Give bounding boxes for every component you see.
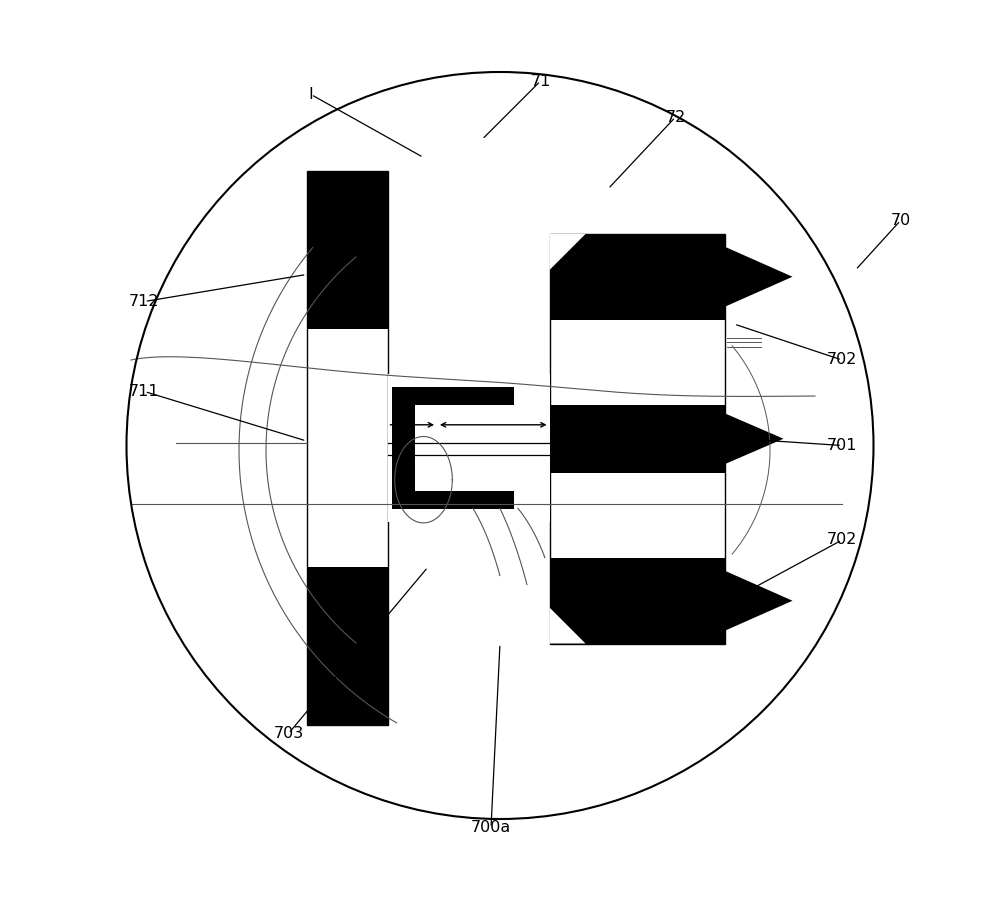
Bar <box>306 567 388 724</box>
Bar <box>275 207 815 702</box>
Bar <box>392 387 415 508</box>
Text: 711: 711 <box>129 384 160 399</box>
Polygon shape <box>550 608 586 643</box>
Polygon shape <box>725 247 792 307</box>
Polygon shape <box>127 72 874 819</box>
Polygon shape <box>550 234 586 270</box>
Bar <box>550 234 725 320</box>
Text: I: I <box>309 87 313 102</box>
Bar <box>306 171 388 724</box>
Polygon shape <box>725 571 792 631</box>
Text: L: L <box>401 390 410 405</box>
Bar <box>306 171 388 328</box>
Bar <box>550 558 725 644</box>
Text: 712: 712 <box>129 294 160 309</box>
Bar <box>550 234 725 644</box>
Text: 702: 702 <box>827 353 857 367</box>
Text: 702: 702 <box>827 533 857 547</box>
Text: 701: 701 <box>827 438 857 453</box>
Text: L1: L1 <box>484 390 502 405</box>
Bar <box>392 491 514 508</box>
Text: 700a: 700a <box>471 821 511 835</box>
Bar <box>550 405 725 472</box>
Polygon shape <box>725 413 784 464</box>
Bar <box>388 374 550 522</box>
Text: 703: 703 <box>273 726 304 741</box>
Text: 72: 72 <box>665 110 686 124</box>
Text: 71: 71 <box>530 74 551 88</box>
Text: 70: 70 <box>890 213 911 228</box>
Bar <box>392 387 514 405</box>
